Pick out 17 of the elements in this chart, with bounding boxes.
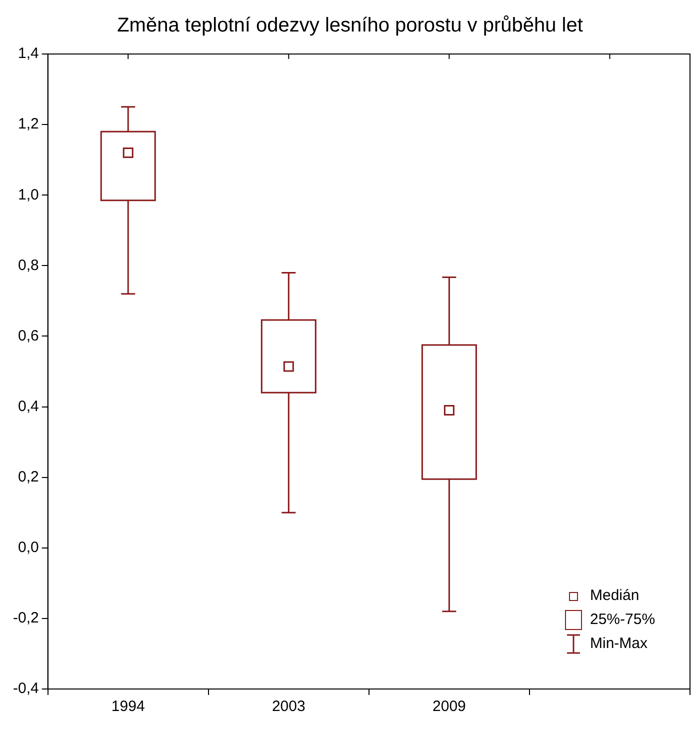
x-tick-label: 2003 bbox=[272, 698, 306, 716]
y-tick-label: 0,4 bbox=[18, 398, 39, 415]
annotation: 25%-75% bbox=[590, 610, 656, 630]
x-tick-label: 2009 bbox=[432, 698, 466, 716]
y-tick-label: 1,0 bbox=[18, 186, 39, 204]
y-tick-label: 1,2 bbox=[18, 116, 39, 133]
y-tick-label: 1,4 bbox=[18, 45, 39, 62]
y-tick-label: 0,2 bbox=[18, 468, 39, 486]
y-tick-label: 0,8 bbox=[18, 256, 39, 274]
y-tick-label: -0,4 bbox=[12, 680, 39, 698]
y-tick-label: 0,0 bbox=[18, 539, 39, 556]
chart-title: Změna teplotní odezvy lesního porostu v průběhu let bbox=[117, 14, 584, 37]
y-tick-label: -0,2 bbox=[12, 610, 39, 627]
y-tick-label: 0,6 bbox=[18, 327, 39, 344]
annotation: Min-Max bbox=[590, 634, 648, 654]
x-tick-label: 1994 bbox=[111, 698, 145, 716]
annotation: Medián bbox=[590, 586, 640, 606]
